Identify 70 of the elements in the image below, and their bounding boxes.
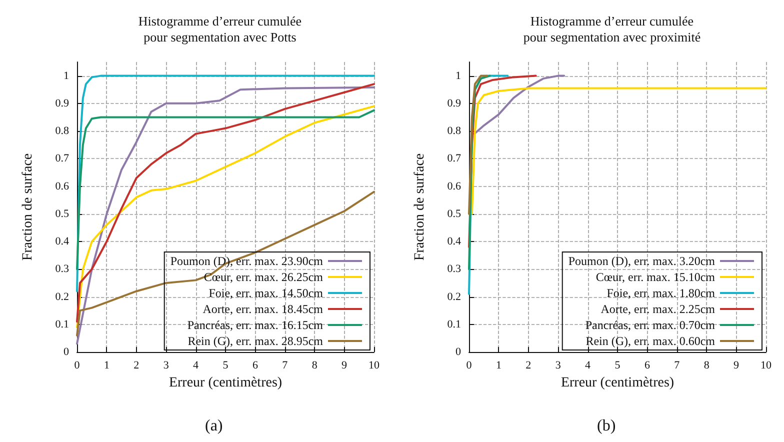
y-tick-label: 0.8 xyxy=(447,125,462,138)
y-tick-label: 0.3 xyxy=(55,263,70,276)
x-tick-label: 10 xyxy=(760,360,772,372)
y-tick-label: 0.5 xyxy=(447,208,462,220)
y-tick-label: 0.2 xyxy=(447,290,461,303)
x-tick-label: 6 xyxy=(644,360,650,372)
x-tick-label: 1 xyxy=(104,360,110,372)
x-tick-label: 8 xyxy=(312,360,318,372)
legend-label: Cœur, err. max. 26.25cm xyxy=(204,270,324,284)
legend-label: Aorte, err. max. 18.45cm xyxy=(202,302,324,316)
y-tick-label: 1 xyxy=(64,70,69,82)
x-tick-label: 6 xyxy=(252,360,258,372)
text: (b) xyxy=(597,418,616,434)
y-tick-label: 0.2 xyxy=(55,290,69,303)
text: (a) xyxy=(205,418,223,434)
y-tick-label: 0 xyxy=(64,346,70,358)
y-tick-label: 0.5 xyxy=(55,208,70,220)
x-tick-label: 9 xyxy=(342,360,348,372)
y-tick-label: 0.9 xyxy=(447,97,462,110)
line-series xyxy=(468,74,488,215)
legend-label: Rein (G), err. max. 0.60cm xyxy=(586,334,716,348)
legend-label: Pancréas, err. max. 16.15cm xyxy=(187,318,324,332)
line-series xyxy=(473,74,566,135)
line-series xyxy=(76,190,375,336)
x-tick-label: 3 xyxy=(555,360,562,372)
y-tick-label: 0.1 xyxy=(55,318,69,330)
x-tick-label: 4 xyxy=(193,360,200,372)
legend-label: Poumon (D), err. max. 3.20cm xyxy=(568,254,716,268)
legend-label: Foie, err. max. 14.50cm xyxy=(208,286,324,300)
y-tick-label: 0.3 xyxy=(447,263,462,276)
x-tick-label: 3 xyxy=(163,360,170,372)
legend-label: Foie, err. max. 1.80cm xyxy=(606,286,716,300)
y-tick-label: 0.1 xyxy=(447,318,461,330)
x-tick-label: 5 xyxy=(614,360,621,372)
y-tick-label: 0.6 xyxy=(55,180,70,192)
line-series xyxy=(468,74,491,270)
chart-title: Histogramme d’erreur cumulée pour segmentation avec proximité xyxy=(523,14,701,44)
y-tick-label: 0.4 xyxy=(55,236,70,248)
legend-label: Rein (G), err. max. 28.95cm xyxy=(188,334,324,348)
y-tick-label: 0.7 xyxy=(55,152,70,165)
x-tick-label: 2 xyxy=(526,360,532,372)
x-tick-label: 1 xyxy=(496,360,502,372)
legend-label: Poumon (D), err. max. 23.90cm xyxy=(170,254,324,268)
y-tick-label: 0.4 xyxy=(447,236,462,248)
legend-label: Cœur, err. max. 15.10cm xyxy=(596,270,716,284)
x-tick-label: 0 xyxy=(74,360,80,372)
y-axis-title: Fraction de surface xyxy=(20,153,36,261)
x-tick-label: 4 xyxy=(585,360,592,372)
y-tick-label: 0.6 xyxy=(447,180,462,192)
x-axis-title: Erreur (centimètres) xyxy=(168,375,282,390)
y-tick-label: 0.8 xyxy=(55,125,70,138)
x-tick-label: 7 xyxy=(674,360,680,372)
y-axis-title: Fraction de surface xyxy=(412,153,428,261)
y-tick-label: 0.7 xyxy=(447,152,462,165)
x-tick-label: 9 xyxy=(734,360,740,372)
y-tick-label: 0.9 xyxy=(55,97,70,110)
line-series xyxy=(76,109,375,270)
x-tick-label: 8 xyxy=(704,360,710,372)
x-tick-label: 2 xyxy=(134,360,140,372)
legend-label: Pancréas, err. max. 0.70cm xyxy=(585,318,716,332)
x-axis-title: Erreur (centimètres) xyxy=(560,375,674,390)
x-tick-label: 5 xyxy=(222,360,229,372)
y-tick-label: 0 xyxy=(456,346,462,358)
chart-title: Histogramme d’erreur cumulée pour segmentation avec Potts xyxy=(138,14,302,44)
legend-label: Aorte, err. max. 2.25cm xyxy=(600,302,716,316)
y-tick-label: 1 xyxy=(456,70,461,82)
x-tick-label: 0 xyxy=(466,360,472,372)
x-tick-label: 10 xyxy=(368,360,380,372)
x-tick-label: 7 xyxy=(282,360,288,372)
line-series xyxy=(470,87,767,215)
